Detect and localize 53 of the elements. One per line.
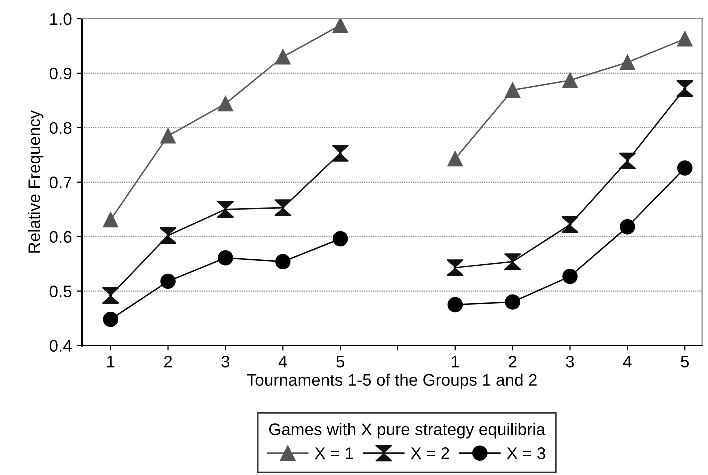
y-tick-label: 0.7 [50,176,72,189]
x-tick-label: 5 [336,356,344,368]
point [218,96,234,112]
point [447,260,464,276]
legend-label: X = 3 [507,448,546,460]
x-tick-label: 4 [623,356,632,368]
x-tick-label: 5 [681,356,690,368]
x-tick-label: 2 [164,356,172,368]
point [275,254,291,270]
x-axis-title: Tournaments 1-5 of the Groups 1 and 2 [247,374,537,390]
y-tick-label: 1.0 [50,13,72,26]
point [620,219,636,235]
y-tick-label: 0.5 [50,286,72,298]
point [448,151,464,167]
point [677,32,693,47]
y-tick-label: 0.8 [50,122,72,134]
point [332,145,349,162]
point [274,200,292,216]
point [620,54,636,70]
y-tick-label: 0.4 [50,340,72,352]
point [103,312,118,328]
legend-label: X = 1 [315,448,354,460]
legend-label: X = 2 [411,448,450,460]
point [332,19,348,34]
x-tick-label: 2 [509,356,517,368]
point [505,294,520,310]
y-tick-label: 0.6 [50,231,72,244]
point [103,212,118,228]
x-tick-label: 3 [566,356,574,368]
point [562,268,578,284]
point [160,227,177,244]
point [562,72,578,88]
point [562,216,579,234]
x-tick-label: 1 [452,356,460,368]
point [275,49,291,65]
point [676,80,694,98]
point [160,274,176,290]
point [217,201,234,218]
point [160,128,176,144]
point [505,82,520,98]
y-axis-title: Relative Frequency [28,110,44,253]
point [619,152,636,170]
point [504,254,522,270]
point [677,160,693,176]
point [218,250,234,266]
point [102,287,120,304]
x-tick-label: 4 [278,356,288,368]
point [332,231,348,247]
y-tick-label: 0.9 [50,68,72,80]
x-tick-label: 3 [222,356,230,368]
x-tick-label: 1 [107,356,115,368]
legend-title: Games with X pure strategy equilibria [269,423,546,439]
point [448,297,464,313]
